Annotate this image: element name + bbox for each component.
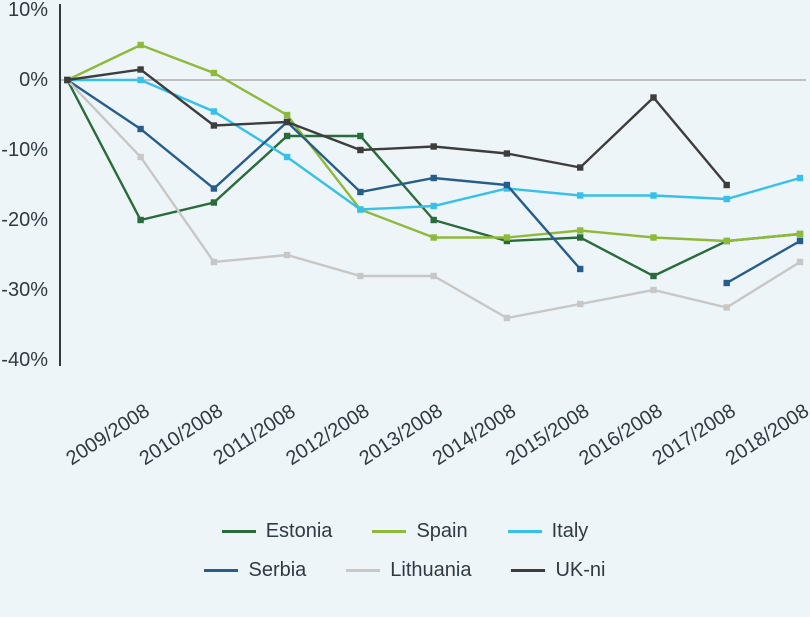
legend-item-spain: Spain <box>372 520 467 543</box>
series-marker <box>577 301 583 307</box>
legend-item-lithuania: Lithuania <box>346 559 471 582</box>
legend-label: Estonia <box>266 520 333 543</box>
series-marker <box>284 133 290 139</box>
y-tick-label: -40% <box>1 349 48 371</box>
legend-label: Serbia <box>248 559 306 582</box>
series-marker <box>724 280 730 286</box>
series-marker <box>724 238 730 244</box>
legend-item-estonia: Estonia <box>222 520 333 543</box>
series-marker <box>577 227 583 233</box>
series-marker <box>504 315 510 321</box>
series-marker <box>137 42 143 48</box>
series-marker <box>357 147 363 153</box>
legend-swatch <box>222 530 256 533</box>
x-tick-label: 2018/2008 <box>722 400 810 470</box>
series-marker <box>650 287 656 293</box>
series-marker <box>357 133 363 139</box>
series-marker <box>284 112 290 118</box>
y-tick-label: 10% <box>8 0 48 21</box>
legend-swatch <box>511 569 545 572</box>
series-marker <box>284 252 290 258</box>
series-marker <box>431 234 437 240</box>
series-marker <box>431 203 437 209</box>
x-tick-label: 2010/2008 <box>136 400 227 470</box>
series-marker <box>431 217 437 223</box>
series-marker <box>357 273 363 279</box>
series-marker <box>211 185 217 191</box>
legend-label: Italy <box>552 520 589 543</box>
legend-swatch <box>372 530 406 533</box>
legend-swatch <box>508 530 542 533</box>
series-marker <box>137 217 143 223</box>
legend-swatch <box>204 569 238 572</box>
series-marker <box>724 196 730 202</box>
legend-item-uk-ni: UK-ni <box>511 559 605 582</box>
svg-text:2010/2008: 2010/2008 <box>136 400 227 470</box>
series-marker <box>211 199 217 205</box>
series-marker <box>137 77 143 83</box>
series-marker <box>357 206 363 212</box>
svg-text:2018/2008: 2018/2008 <box>722 400 810 470</box>
series-marker <box>650 234 656 240</box>
series-marker <box>577 234 583 240</box>
series-line-lithuania <box>67 80 800 318</box>
series-marker <box>211 70 217 76</box>
series-marker <box>137 154 143 160</box>
series-marker <box>650 192 656 198</box>
series-marker <box>64 77 70 83</box>
series-marker <box>431 143 437 149</box>
series-marker <box>797 231 803 237</box>
series-marker <box>137 126 143 132</box>
series-marker <box>797 238 803 244</box>
series-marker <box>431 175 437 181</box>
series-marker <box>211 122 217 128</box>
y-tick-label: -30% <box>1 279 48 301</box>
series-marker <box>284 119 290 125</box>
chart-legend: Estonia Spain Italy Serbia Lithuania UK-ni <box>0 520 810 582</box>
series-marker <box>577 192 583 198</box>
series-marker <box>724 304 730 310</box>
series-marker <box>284 154 290 160</box>
series-marker <box>431 273 437 279</box>
series-line-serbia <box>67 80 800 283</box>
y-tick-label: -10% <box>1 139 48 161</box>
series-marker <box>797 259 803 265</box>
series-marker <box>650 94 656 100</box>
legend-label: Spain <box>416 520 467 543</box>
series-marker <box>504 182 510 188</box>
series-marker <box>797 175 803 181</box>
legend-swatch <box>346 569 380 572</box>
series-marker <box>504 234 510 240</box>
line-chart: -40%-30%-20%-10%0%10%2009/20082010/20082… <box>0 0 810 617</box>
series-marker <box>577 266 583 272</box>
legend-item-serbia: Serbia <box>204 559 306 582</box>
series-marker <box>211 259 217 265</box>
legend-label: UK-ni <box>555 559 605 582</box>
legend-item-italy: Italy <box>508 520 589 543</box>
series-marker <box>211 108 217 114</box>
series-marker <box>650 273 656 279</box>
y-tick-label: -20% <box>1 209 48 231</box>
series-marker <box>357 189 363 195</box>
series-marker <box>724 182 730 188</box>
series-line-uk-ni <box>67 70 726 186</box>
series-marker <box>577 164 583 170</box>
legend-label: Lithuania <box>390 559 471 582</box>
series-marker <box>504 150 510 156</box>
series-marker <box>137 66 143 72</box>
y-tick-label: 0% <box>19 69 48 91</box>
